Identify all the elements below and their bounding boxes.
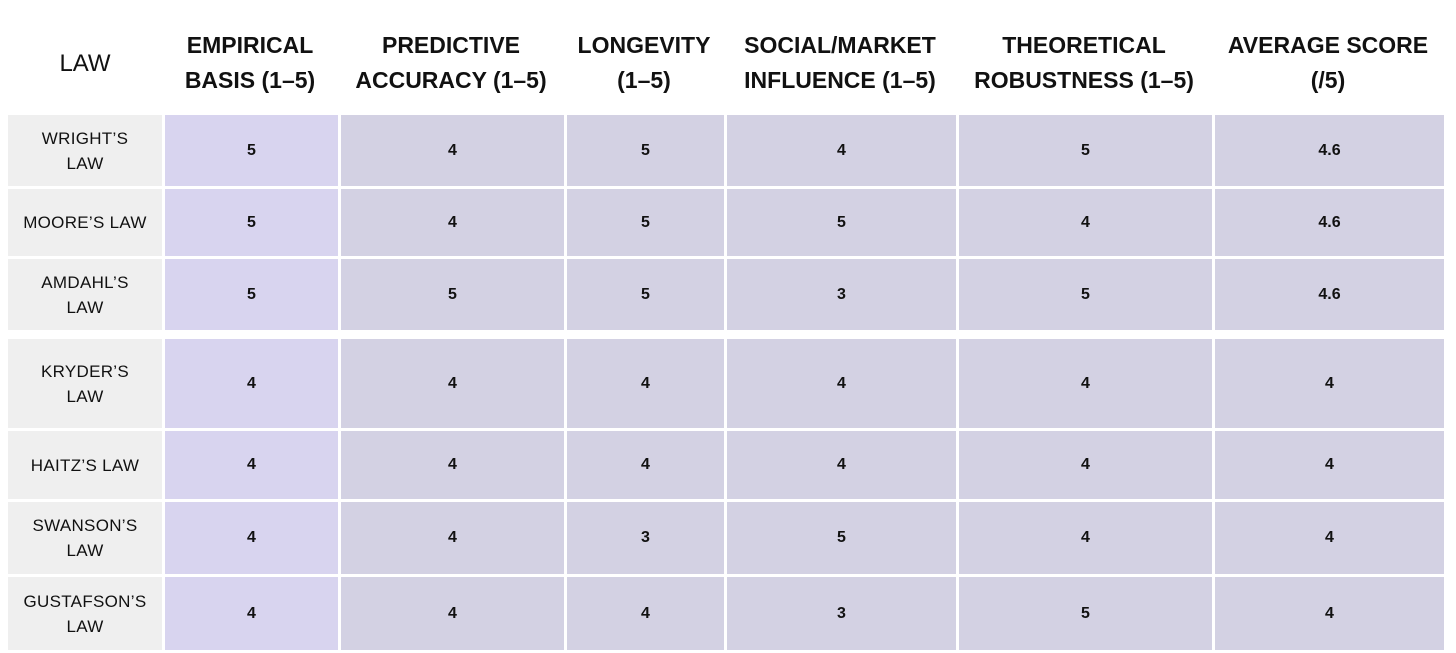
law-name-cell: MOORE’S LAW <box>8 189 162 256</box>
law-name-cell: KRYDER’S LAW <box>8 339 162 428</box>
longevity-cell: 5 <box>564 115 724 186</box>
empirical-basis-cell: 5 <box>162 259 338 330</box>
header-law: LAW <box>59 49 111 77</box>
average-score-cell: 4.6 <box>1212 115 1444 186</box>
average-score-cell: 4.6 <box>1212 189 1444 256</box>
average-score-cell: 4 <box>1212 431 1444 499</box>
theoretical-robustness-cell: 4 <box>956 431 1212 499</box>
predictive-accuracy-cell: 4 <box>338 339 564 428</box>
theoretical-robustness-cell: 5 <box>956 577 1212 650</box>
empirical-basis-cell: 4 <box>162 577 338 650</box>
law-name-cell: WRIGHT’S LAW <box>8 115 162 186</box>
longevity-cell: 3 <box>564 502 724 574</box>
table-row: GUSTAFSON’S LAW 4 4 4 3 5 4 <box>8 574 1444 650</box>
table-row: KRYDER’S LAW 4 4 4 4 4 4 <box>8 330 1444 428</box>
table-row: WRIGHT’S LAW 5 4 5 4 5 4.6 <box>8 112 1444 186</box>
header-predictive-accuracy: PREDICTIVE ACCURACY (1–5) <box>355 32 547 93</box>
social-market-influence-cell: 3 <box>724 259 956 330</box>
table-row: HAITZ’S LAW 4 4 4 4 4 4 <box>8 428 1444 499</box>
social-market-influence-cell: 4 <box>724 115 956 186</box>
longevity-cell: 5 <box>564 189 724 256</box>
law-comparison-table: LAW EMPIRICAL BASIS (1–5) PREDICTIVE ACC… <box>8 14 1444 650</box>
empirical-basis-cell: 4 <box>162 339 338 428</box>
longevity-cell: 4 <box>564 339 724 428</box>
header-longevity: LONGEVITY (1–5) <box>577 32 711 93</box>
theoretical-robustness-cell: 5 <box>956 115 1212 186</box>
predictive-accuracy-cell: 5 <box>338 259 564 330</box>
predictive-accuracy-cell: 4 <box>338 577 564 650</box>
social-market-influence-cell: 5 <box>724 502 956 574</box>
predictive-accuracy-cell: 4 <box>338 502 564 574</box>
table-row: AMDAHL’S LAW 5 5 5 3 5 4.6 <box>8 256 1444 330</box>
empirical-basis-cell: 4 <box>162 431 338 499</box>
law-name-cell: GUSTAFSON’S LAW <box>8 577 162 650</box>
table-row: MOORE’S LAW 5 4 5 5 4 4.6 <box>8 186 1444 256</box>
law-name-cell: HAITZ’S LAW <box>8 431 162 499</box>
header-theoretical-robustness: THEORETICAL ROBUSTNESS (1–5) <box>974 32 1194 93</box>
law-name-cell: AMDAHL’S LAW <box>8 259 162 330</box>
header-social-market-influence: SOCIAL/MARKET INFLUENCE (1–5) <box>744 32 936 93</box>
empirical-basis-cell: 5 <box>162 115 338 186</box>
average-score-cell: 4.6 <box>1212 259 1444 330</box>
empirical-basis-cell: 4 <box>162 502 338 574</box>
social-market-influence-cell: 5 <box>724 189 956 256</box>
theoretical-robustness-cell: 4 <box>956 339 1212 428</box>
predictive-accuracy-cell: 4 <box>338 431 564 499</box>
table-row: SWANSON’S LAW 4 4 3 5 4 4 <box>8 499 1444 574</box>
empirical-basis-cell: 5 <box>162 189 338 256</box>
social-market-influence-cell: 4 <box>724 431 956 499</box>
header-empirical-basis: EMPIRICAL BASIS (1–5) <box>184 32 316 93</box>
predictive-accuracy-cell: 4 <box>338 115 564 186</box>
theoretical-robustness-cell: 5 <box>956 259 1212 330</box>
social-market-influence-cell: 4 <box>724 339 956 428</box>
theoretical-robustness-cell: 4 <box>956 502 1212 574</box>
longevity-cell: 5 <box>564 259 724 330</box>
theoretical-robustness-cell: 4 <box>956 189 1212 256</box>
longevity-cell: 4 <box>564 431 724 499</box>
longevity-cell: 4 <box>564 577 724 650</box>
average-score-cell: 4 <box>1212 339 1444 428</box>
law-name-cell: SWANSON’S LAW <box>8 502 162 574</box>
average-score-cell: 4 <box>1212 502 1444 574</box>
table-header-row: LAW EMPIRICAL BASIS (1–5) PREDICTIVE ACC… <box>8 14 1444 112</box>
header-average-score: AVERAGE SCORE (/5) <box>1227 32 1429 93</box>
average-score-cell: 4 <box>1212 577 1444 650</box>
social-market-influence-cell: 3 <box>724 577 956 650</box>
predictive-accuracy-cell: 4 <box>338 189 564 256</box>
